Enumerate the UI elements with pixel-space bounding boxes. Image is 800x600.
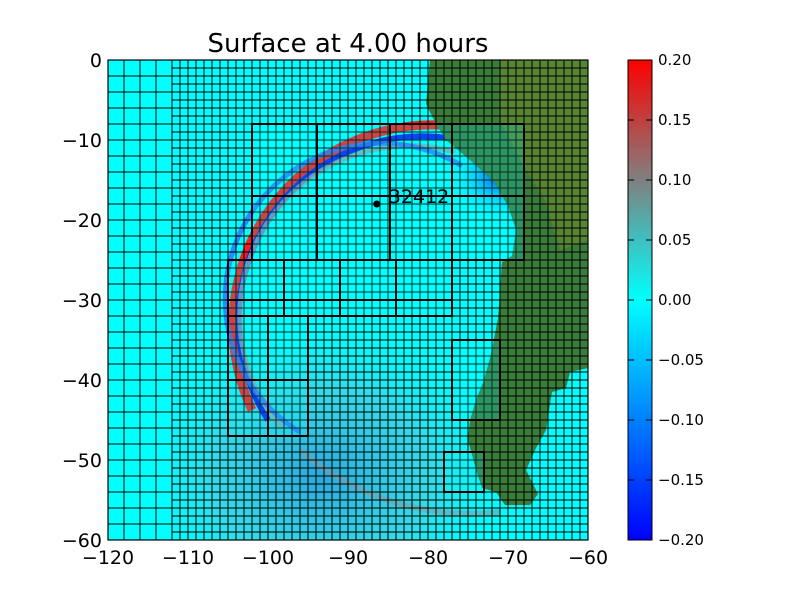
x-tick-label: −100	[242, 547, 294, 569]
colorbar-tick-label: −0.20	[658, 531, 704, 549]
outer-faint-crest	[298, 447, 501, 517]
plot-area: 32412	[108, 60, 588, 540]
colorbar-tick-label: −0.10	[658, 411, 704, 429]
colorbar-tick-label: 0.00	[658, 291, 691, 309]
colorbar-tick-label: 0.20	[658, 51, 691, 69]
refinement-patch	[443, 451, 485, 493]
y-tick-label: −20	[62, 210, 102, 232]
gauge-label: 32412	[389, 186, 449, 208]
colorbar-tick-label: 0.05	[658, 231, 691, 249]
x-tick-label: −70	[488, 547, 528, 569]
refinement-patch	[451, 339, 501, 421]
gauge-marker	[373, 200, 381, 208]
y-tick-label: −30	[62, 290, 102, 312]
refinement-patch	[251, 123, 525, 261]
y-tick-label: −50	[62, 450, 102, 472]
y-tick-label: −60	[62, 530, 102, 552]
y-tick-label: −40	[62, 370, 102, 392]
x-axis: −120 −110 −100 −90 −80 −70 −60	[82, 60, 608, 569]
y-axis: −60 −50 −40 −30 −20 −10 0	[62, 50, 588, 552]
colorbar: 0.20 0.15 0.10 0.05 0.00 −0.05 −0.10 −0.15 −0.20	[627, 51, 704, 549]
refinement-patches	[227, 123, 525, 493]
colorbar-tick-label: 0.15	[658, 111, 691, 129]
colorbar-ticks: 0.20 0.15 0.10 0.05 0.00 −0.05 −0.10 −0.15 −0.20	[628, 51, 704, 549]
coarse-grid-mesh	[108, 60, 588, 540]
y-tick-label: −10	[62, 130, 102, 152]
chart-title: Surface at 4.00 hours	[208, 29, 489, 59]
x-tick-label: −90	[328, 547, 368, 569]
x-tick-label: −60	[568, 547, 608, 569]
x-tick-label: −120	[82, 547, 134, 569]
colorbar-tick-label: −0.05	[658, 351, 704, 369]
x-tick-label: −80	[408, 547, 448, 569]
colorbar-tick-label: −0.15	[658, 471, 704, 489]
y-tick-label: 0	[90, 50, 102, 72]
colorbar-tick-label: 0.10	[658, 171, 691, 189]
x-tick-label: −110	[162, 547, 214, 569]
